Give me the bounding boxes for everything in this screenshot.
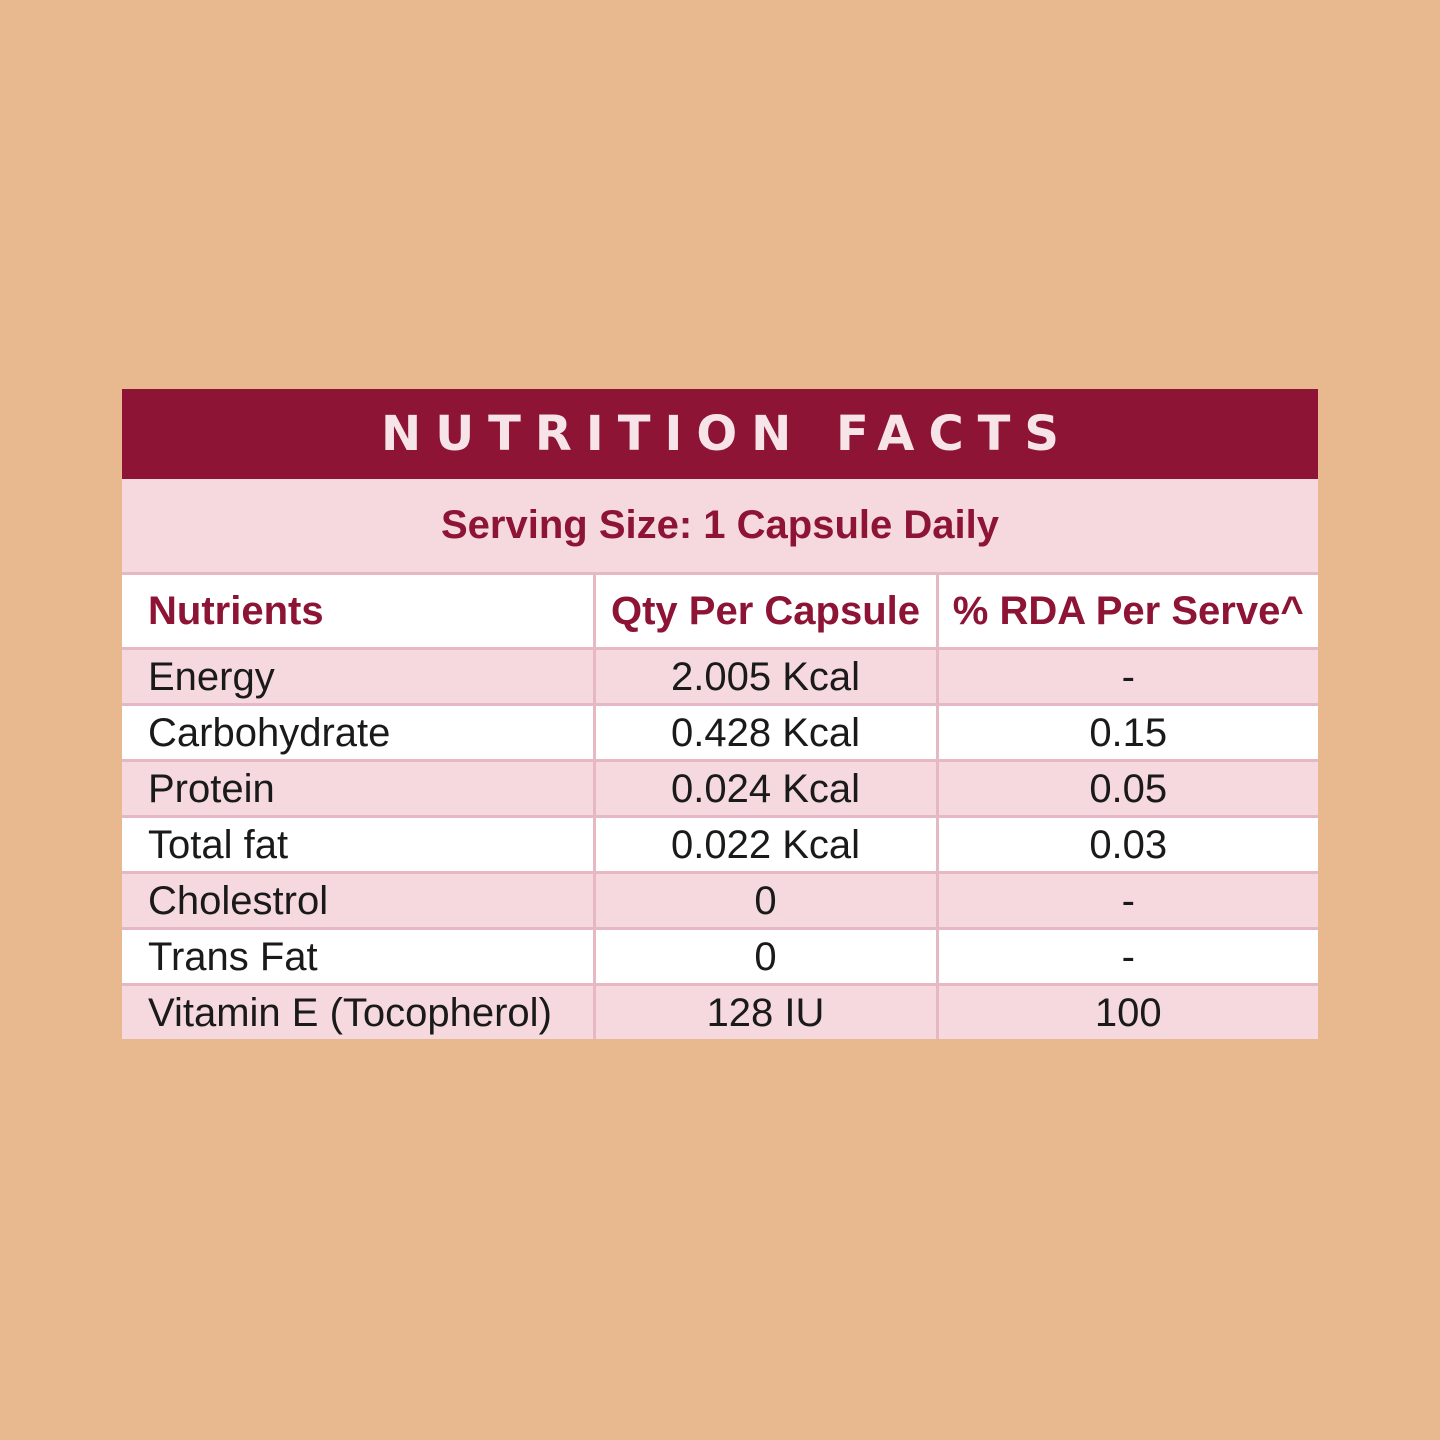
nutrient-qty: 0.428 Kcal — [592, 704, 937, 762]
table-row: Energy 2.005 Kcal - — [122, 648, 1318, 706]
nutrient-rda: 0.15 — [935, 704, 1318, 762]
table-row: Cholestrol 0 - — [122, 872, 1318, 930]
header-qty: Qty Per Capsule — [592, 575, 937, 650]
nutrient-qty: 2.005 Kcal — [592, 648, 937, 706]
nutrient-name: Total fat — [122, 816, 594, 874]
table-row: Protein 0.024 Kcal 0.05 — [122, 760, 1318, 818]
table-row: Vitamin E (Tocopherol) 128 IU 100 — [122, 984, 1318, 1039]
nutrient-name: Carbohydrate — [122, 704, 594, 762]
serving-size-text: Serving Size: 1 Capsule Daily — [441, 503, 999, 547]
nutrient-rda: - — [935, 648, 1318, 706]
nutrient-rda: - — [935, 928, 1318, 986]
header-nutrients: Nutrients — [122, 575, 594, 650]
table-header-row: Nutrients Qty Per Capsule % RDA Per Serv… — [122, 575, 1318, 650]
nutrient-rda: 0.03 — [935, 816, 1318, 874]
nutrient-qty: 0 — [592, 928, 937, 986]
table-row: Total fat 0.022 Kcal 0.03 — [122, 816, 1318, 874]
nutrient-rda: 0.05 — [935, 760, 1318, 818]
nutrient-rda: 100 — [935, 984, 1318, 1039]
nutrition-table: Nutrients Qty Per Capsule % RDA Per Serv… — [122, 575, 1318, 1039]
nutrient-rda: - — [935, 872, 1318, 930]
nutrition-facts-panel: NUTRITION FACTS Serving Size: 1 Capsule … — [122, 389, 1318, 1039]
table-row: Carbohydrate 0.428 Kcal 0.15 — [122, 704, 1318, 762]
header-rda: % RDA Per Serve^ — [935, 575, 1318, 650]
nutrient-qty: 128 IU — [592, 984, 937, 1039]
nutrient-name: Trans Fat — [122, 928, 594, 986]
nutrient-name: Cholestrol — [122, 872, 594, 930]
nutrient-name: Energy — [122, 648, 594, 706]
nutrient-name: Protein — [122, 760, 594, 818]
nutrient-qty: 0.022 Kcal — [592, 816, 937, 874]
serving-size-bar: Serving Size: 1 Capsule Daily — [122, 479, 1318, 575]
title-bar: NUTRITION FACTS — [122, 389, 1318, 479]
nutrient-name: Vitamin E (Tocopherol) — [122, 984, 594, 1039]
nutrient-qty: 0.024 Kcal — [592, 760, 937, 818]
nutrient-qty: 0 — [592, 872, 937, 930]
table-row: Trans Fat 0 - — [122, 928, 1318, 986]
panel-title: NUTRITION FACTS — [381, 406, 1073, 462]
